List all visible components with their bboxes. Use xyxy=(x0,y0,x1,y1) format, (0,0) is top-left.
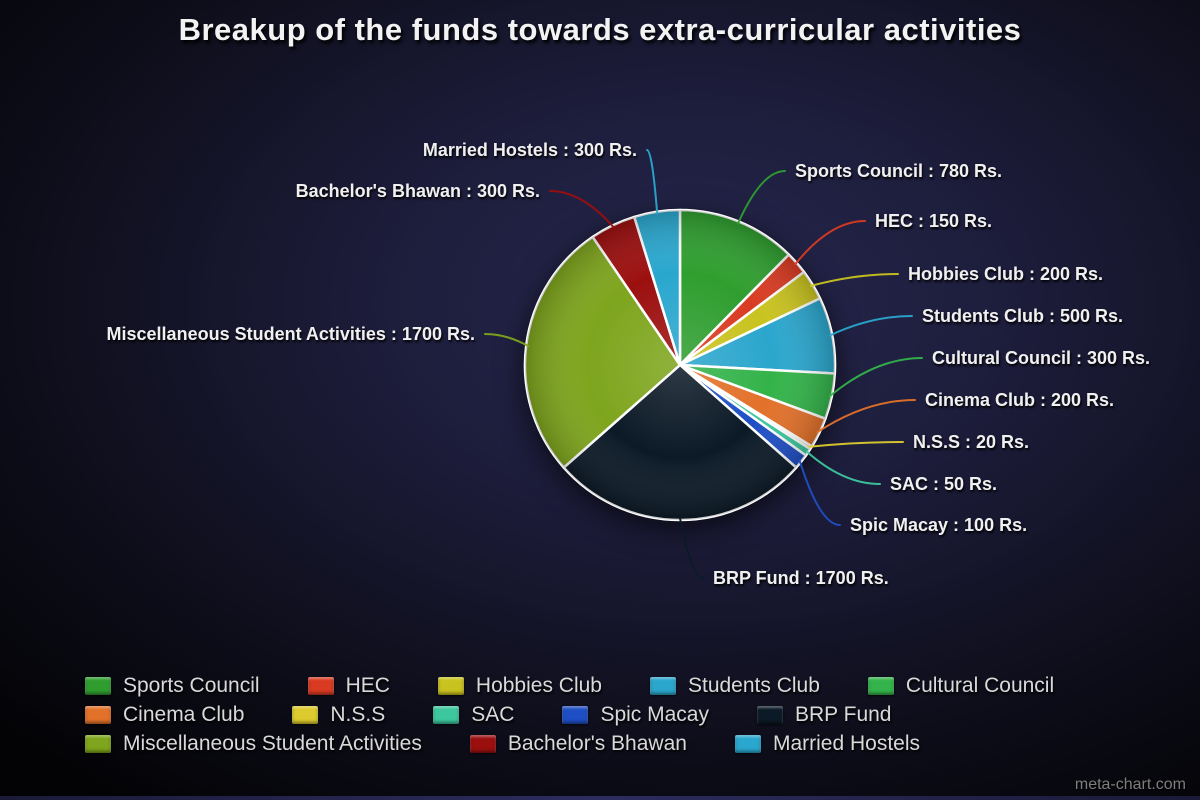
callout-line-married-hostels xyxy=(646,149,659,215)
legend-label-sac: SAC xyxy=(471,703,515,726)
callout-line-cultural-council xyxy=(828,357,923,398)
callout-label-brp-fund: BRP Fund : 1700 Rs. xyxy=(713,568,889,588)
callout-label-hec: HEC : 150 Rs. xyxy=(875,211,992,231)
callout-label-sports-council: Sports Council : 780 Rs. xyxy=(795,161,1002,181)
legend-item-married-hostels: Married Hostels xyxy=(734,732,920,756)
chart-title: Breakup of the funds towards extra-curri… xyxy=(178,12,1022,47)
legend-label-bachelor-s-bhawan: Bachelor's Bhawan xyxy=(507,732,687,755)
legend-item-spic-macay: Spic Macay xyxy=(562,703,709,727)
legend-swatch-hec xyxy=(307,677,334,695)
legend-item-cinema-club: Cinema Club xyxy=(85,703,244,727)
legend-label-brp-fund: BRP Fund xyxy=(794,703,892,726)
legend-label-sports-council: Sports Council xyxy=(123,674,260,697)
legend-item-bachelor-s-bhawan: Bachelor's Bhawan xyxy=(469,732,687,756)
callout-line-cinema-club xyxy=(816,399,916,434)
callout-line-miscellaneous-student-activities xyxy=(484,333,530,347)
callout-label-married-hostels: Married Hostels : 300 Rs. xyxy=(423,140,637,160)
callout-line-hobbies-club xyxy=(809,273,899,287)
callout-line-sports-council xyxy=(737,170,786,225)
callout-line-sac xyxy=(805,450,881,485)
legend-label-cinema-club: Cinema Club xyxy=(123,703,245,726)
callout-label-sac: SAC : 50 Rs. xyxy=(890,474,997,494)
callout-line-spic-macay xyxy=(798,459,841,526)
legend-item-hobbies-club: Hobbies Club xyxy=(437,674,602,698)
legend-item-sports-council: Sports Council xyxy=(85,674,260,698)
legend-item-hec: HEC xyxy=(307,674,390,698)
callout-label-bachelor-s-bhawan: Bachelor's Bhawan : 300 Rs. xyxy=(296,181,540,201)
legend-label-hobbies-club: Hobbies Club xyxy=(475,674,602,697)
callout-line-n-s-s xyxy=(808,441,904,448)
legend-item-sac: SAC xyxy=(433,703,514,727)
callout-label-students-club: Students Club : 500 Rs. xyxy=(922,306,1123,326)
legend-item-brp-fund: BRP Fund xyxy=(756,703,892,727)
legend-label-spic-macay: Spic Macay xyxy=(600,703,709,726)
legend-label-cultural-council: Cultural Council xyxy=(905,674,1055,697)
legend-item-n-s-s: N.S.S xyxy=(292,703,385,727)
callout-label-n-s-s: N.S.S : 20 Rs. xyxy=(913,432,1029,452)
legend-label-hec: HEC xyxy=(345,674,390,697)
callout-label-hobbies-club: Hobbies Club : 200 Rs. xyxy=(908,264,1103,284)
legend-label-n-s-s: N.S.S xyxy=(330,703,386,726)
bottom-edge-highlight xyxy=(0,796,1200,800)
callout-label-cultural-council: Cultural Council : 300 Rs. xyxy=(932,348,1150,368)
callout-line-brp-fund xyxy=(679,517,704,579)
callout-line-bachelor-s-bhawan xyxy=(549,190,615,229)
legend-swatch-sports-council xyxy=(85,677,111,695)
legend-label-students-club: Students Club xyxy=(687,674,820,697)
callout-line-students-club xyxy=(829,315,913,337)
legend-swatch-hobbies-club xyxy=(437,677,464,695)
callout-label-spic-macay: Spic Macay : 100 Rs. xyxy=(850,515,1027,535)
legend-swatch-brp-fund xyxy=(756,706,783,724)
legend-item-students-club: Students Club xyxy=(649,674,820,698)
legend-swatch-miscellaneous-student-activities xyxy=(85,735,111,753)
legend-swatch-cultural-council xyxy=(867,677,894,695)
legend-swatch-bachelor-s-bhawan xyxy=(469,735,496,753)
legend-swatch-spic-macay xyxy=(562,706,589,724)
legend-row: Miscellaneous Student Activities Bachelor… xyxy=(85,732,1160,756)
legend-row: Sports Council HEC Hobbies Club Students Cl… xyxy=(85,674,1160,698)
callout-line-hec xyxy=(794,220,866,266)
callout-label-cinema-club: Cinema Club : 200 Rs. xyxy=(925,390,1114,410)
legend-label-married-hostels: Married Hostels xyxy=(772,732,920,755)
legend-swatch-sac xyxy=(433,706,460,724)
legend-row: Cinema Club N.S.S SAC Spic Macay BRP Fund xyxy=(85,703,1160,727)
pie-chart xyxy=(523,208,837,522)
legend-swatch-students-club xyxy=(649,677,676,695)
legend-item-miscellaneous-student-activities: Miscellaneous Student Activities xyxy=(85,732,422,756)
watermark: meta-chart.com xyxy=(1074,776,1186,793)
legend-label-miscellaneous-student-activities: Miscellaneous Student Activities xyxy=(123,732,422,755)
legend-item-cultural-council: Cultural Council xyxy=(867,674,1055,698)
legend-swatch-n-s-s xyxy=(292,706,319,724)
legend-swatch-married-hostels xyxy=(734,735,761,753)
callout-label-miscellaneous-student-activities: Miscellaneous Student Activities : 1700 … xyxy=(107,324,475,344)
legend: Sports Council HEC Hobbies Club Students Cl… xyxy=(85,674,1160,761)
legend-swatch-cinema-club xyxy=(85,706,111,724)
